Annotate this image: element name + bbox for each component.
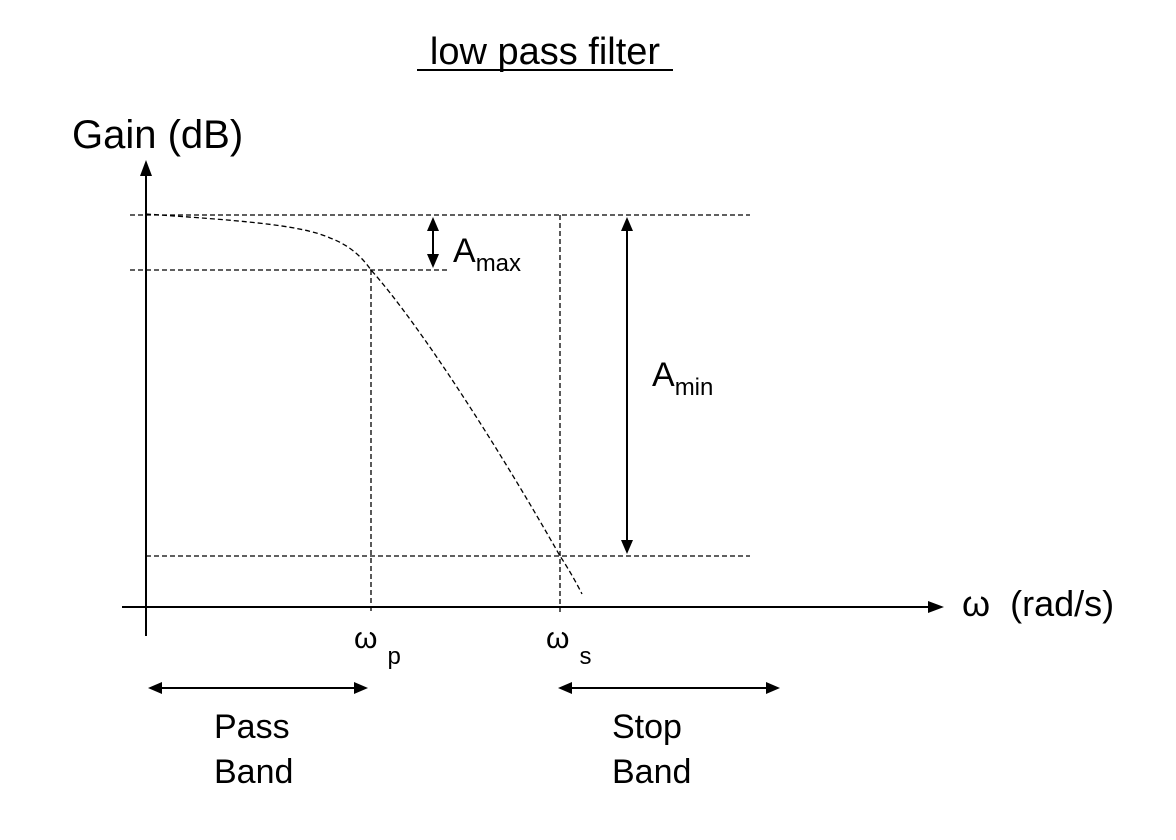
a-max-label: Amax <box>453 232 521 277</box>
omega-s-label: ωs <box>546 622 591 670</box>
a-min-label: Amin <box>652 356 713 401</box>
stop-band-label: Stop <box>612 708 682 746</box>
y-axis-label: Gain (dB) <box>72 113 243 157</box>
pass-band-arrowhead-right <box>354 682 368 694</box>
a-max-arrowhead-top <box>427 217 439 231</box>
stop-band-label-line2: Band <box>612 753 691 791</box>
pass-band-label-line2: Band <box>214 753 293 791</box>
y-axis-arrowhead <box>140 160 152 176</box>
a-max-arrowhead-bottom <box>427 254 439 268</box>
a-min-arrowhead-top <box>621 217 633 231</box>
pass-band-arrowhead-left <box>148 682 162 694</box>
x-axis-arrowhead <box>928 601 944 613</box>
stop-band-arrowhead-right <box>766 682 780 694</box>
a-min-arrowhead-bottom <box>621 540 633 554</box>
stop-band-arrowhead-left <box>558 682 572 694</box>
x-axis-label: ω (rad/s) <box>962 583 1114 624</box>
diagram-title: low pass filter <box>430 31 661 73</box>
pass-band-label: Pass <box>214 708 290 746</box>
omega-p-label: ωp <box>354 622 401 670</box>
response-curve <box>145 213 583 595</box>
